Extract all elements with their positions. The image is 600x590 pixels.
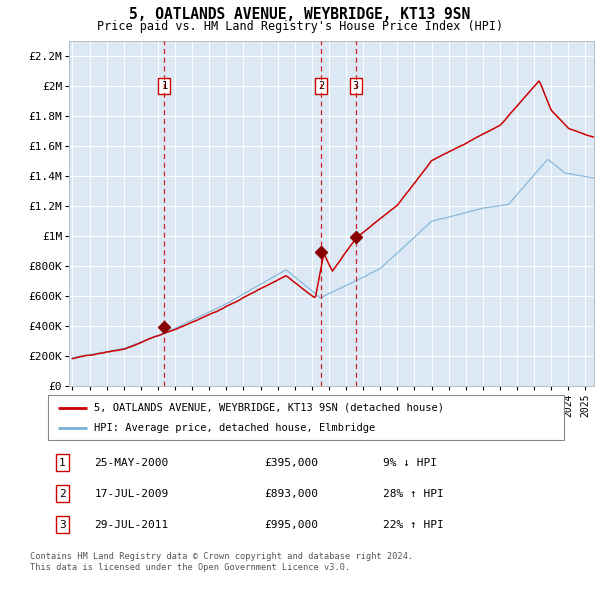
Text: 2: 2 — [59, 489, 66, 499]
Text: £893,000: £893,000 — [265, 489, 319, 499]
Text: 5, OATLANDS AVENUE, WEYBRIDGE, KT13 9SN (detached house): 5, OATLANDS AVENUE, WEYBRIDGE, KT13 9SN … — [94, 403, 445, 412]
Text: Price paid vs. HM Land Registry's House Price Index (HPI): Price paid vs. HM Land Registry's House … — [97, 20, 503, 33]
Text: 3: 3 — [59, 520, 66, 530]
Text: 28% ↑ HPI: 28% ↑ HPI — [383, 489, 444, 499]
Text: 25-MAY-2000: 25-MAY-2000 — [94, 457, 169, 467]
Text: 1: 1 — [161, 81, 167, 91]
Text: 3: 3 — [353, 81, 359, 91]
Text: 17-JUL-2009: 17-JUL-2009 — [94, 489, 169, 499]
FancyBboxPatch shape — [48, 395, 564, 440]
Text: 1: 1 — [59, 457, 66, 467]
Text: Contains HM Land Registry data © Crown copyright and database right 2024.: Contains HM Land Registry data © Crown c… — [30, 552, 413, 560]
Text: £995,000: £995,000 — [265, 520, 319, 530]
Text: This data is licensed under the Open Government Licence v3.0.: This data is licensed under the Open Gov… — [30, 563, 350, 572]
Text: HPI: Average price, detached house, Elmbridge: HPI: Average price, detached house, Elmb… — [94, 424, 376, 434]
Text: 9% ↓ HPI: 9% ↓ HPI — [383, 457, 437, 467]
Text: 29-JUL-2011: 29-JUL-2011 — [94, 520, 169, 530]
Text: £395,000: £395,000 — [265, 457, 319, 467]
Text: 2: 2 — [318, 81, 324, 91]
Text: 22% ↑ HPI: 22% ↑ HPI — [383, 520, 444, 530]
Text: 5, OATLANDS AVENUE, WEYBRIDGE, KT13 9SN: 5, OATLANDS AVENUE, WEYBRIDGE, KT13 9SN — [130, 7, 470, 22]
